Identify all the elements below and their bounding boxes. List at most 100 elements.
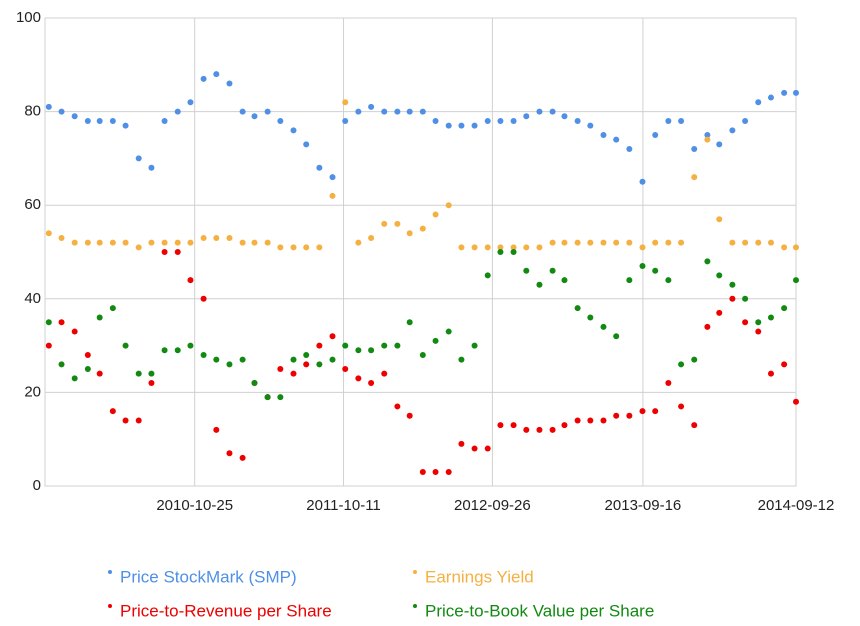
point [458, 122, 465, 129]
point [626, 412, 633, 419]
point [536, 108, 543, 115]
point [626, 146, 633, 153]
legend-marker [413, 604, 417, 608]
point [45, 319, 52, 326]
point [742, 319, 749, 326]
point [174, 239, 181, 246]
point [419, 225, 426, 232]
x-tick-label: 2013-09-16 [605, 497, 682, 514]
point [729, 295, 736, 302]
point [96, 117, 103, 124]
point [523, 426, 530, 433]
point [109, 408, 116, 415]
point [793, 244, 799, 251]
point [226, 80, 233, 87]
point [213, 356, 220, 363]
point [600, 239, 607, 246]
point [729, 127, 736, 134]
point [45, 103, 52, 110]
point [84, 351, 91, 358]
point [122, 342, 129, 349]
point [793, 89, 799, 96]
point [406, 319, 413, 326]
point [303, 244, 310, 251]
point [613, 412, 620, 419]
point [561, 113, 568, 120]
point [704, 136, 711, 143]
point [213, 71, 220, 78]
point [239, 356, 246, 363]
point [277, 117, 284, 124]
point [329, 174, 336, 181]
point [497, 422, 504, 429]
point [445, 202, 452, 209]
point [587, 239, 594, 246]
point [639, 263, 646, 270]
point [419, 351, 426, 358]
point [510, 249, 517, 255]
point [109, 117, 116, 124]
point [96, 314, 103, 321]
point [691, 174, 698, 181]
point [471, 122, 478, 129]
point [497, 244, 504, 251]
point [58, 361, 65, 368]
point [781, 305, 788, 312]
point [432, 117, 439, 124]
point [71, 375, 78, 382]
point [200, 351, 207, 358]
point [639, 408, 646, 415]
point [406, 412, 413, 419]
point [793, 398, 799, 405]
point [122, 417, 129, 424]
point [587, 417, 594, 424]
point [226, 450, 233, 457]
point [109, 305, 116, 312]
point [781, 89, 788, 96]
point [394, 342, 401, 349]
point [277, 394, 284, 401]
legend-marker [413, 570, 417, 574]
point [71, 113, 78, 120]
point [264, 394, 271, 401]
point [445, 468, 452, 475]
point [704, 258, 711, 265]
point [755, 239, 762, 246]
point [71, 239, 78, 246]
point [497, 117, 504, 124]
point [161, 249, 168, 255]
point [574, 305, 581, 312]
point [536, 244, 543, 251]
point [264, 239, 271, 246]
point [316, 164, 323, 171]
point [691, 422, 698, 429]
point [148, 380, 155, 387]
point [187, 99, 194, 106]
point [84, 117, 91, 124]
point [716, 272, 723, 279]
point [561, 422, 568, 429]
point [523, 244, 530, 251]
point [652, 267, 659, 274]
point [574, 117, 581, 124]
point [290, 370, 297, 377]
point [742, 117, 749, 124]
point [174, 249, 181, 255]
point [665, 117, 672, 124]
point [716, 309, 723, 316]
point [277, 244, 284, 251]
point [316, 361, 323, 368]
point [419, 468, 426, 475]
x-tick-label: 2011-10-11 [306, 497, 381, 514]
point [484, 117, 491, 124]
point [639, 244, 646, 251]
point [767, 370, 774, 377]
point [251, 380, 258, 387]
point [729, 281, 736, 288]
point [704, 323, 711, 330]
point [45, 230, 52, 237]
point [368, 103, 375, 110]
point [109, 239, 116, 246]
point [213, 426, 220, 433]
